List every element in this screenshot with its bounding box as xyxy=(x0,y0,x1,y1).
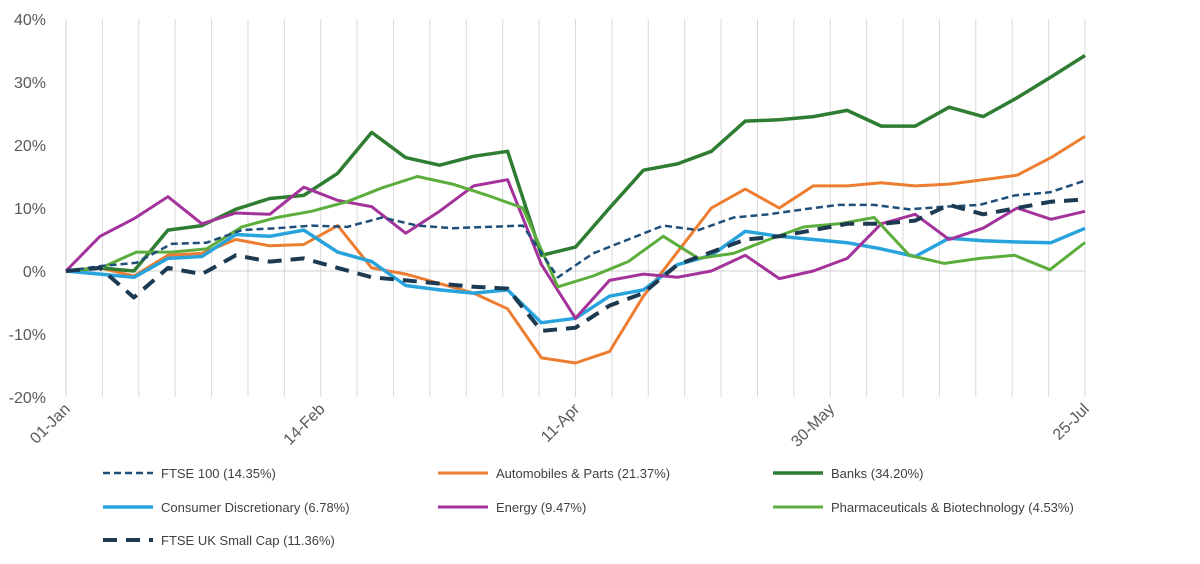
y-tick-label: 10% xyxy=(14,201,46,218)
x-tick-label: 25-Jul xyxy=(1050,401,1093,444)
series-line-5 xyxy=(65,175,1086,289)
legend-label: FTSE 100 (14.35%) xyxy=(161,466,276,481)
x-tick-label: 11-Apr xyxy=(538,400,584,446)
x-tick-label: 14-Feb xyxy=(281,401,329,449)
legend-label: Energy (9.47%) xyxy=(496,500,586,515)
x-axis-tick-labels: 01-Jan 14-Feb 11-Apr 30-May 25-Jul xyxy=(27,400,1093,450)
legend-label: Automobiles & Parts (21.37%) xyxy=(496,466,670,481)
series-line-2 xyxy=(65,54,1086,273)
vertical-gridlines xyxy=(101,19,1086,397)
legend-label: FTSE UK Small Cap (11.36%) xyxy=(161,533,335,548)
legend-label: Consumer Discretionary (6.78%) xyxy=(161,500,350,515)
y-tick-label: 20% xyxy=(14,138,46,155)
legend: FTSE 100 (14.35%) Automobiles & Parts (21… xyxy=(103,466,1074,548)
legend-label: Pharmaceuticals & Biotechnology (4.53%) xyxy=(831,500,1074,515)
x-tick-label: 01-Jan xyxy=(27,401,74,448)
x-tick-label: 30-May xyxy=(788,401,838,451)
series-line-0 xyxy=(65,179,1086,279)
y-tick-label: -10% xyxy=(9,327,46,344)
series-lines xyxy=(64,54,1086,365)
y-tick-label: 30% xyxy=(14,75,46,92)
series-line-1 xyxy=(65,135,1086,365)
legend-label: Banks (34.20%) xyxy=(831,466,924,481)
y-tick-label: 0% xyxy=(23,264,46,281)
series-line-6 xyxy=(65,197,1086,333)
y-tick-label: -20% xyxy=(9,390,46,407)
series-line-4 xyxy=(64,178,1086,320)
y-axis-tick-labels: -20% -10% 0% 10% 20% 30% 40% xyxy=(9,12,46,407)
y-tick-label: 40% xyxy=(14,12,46,29)
